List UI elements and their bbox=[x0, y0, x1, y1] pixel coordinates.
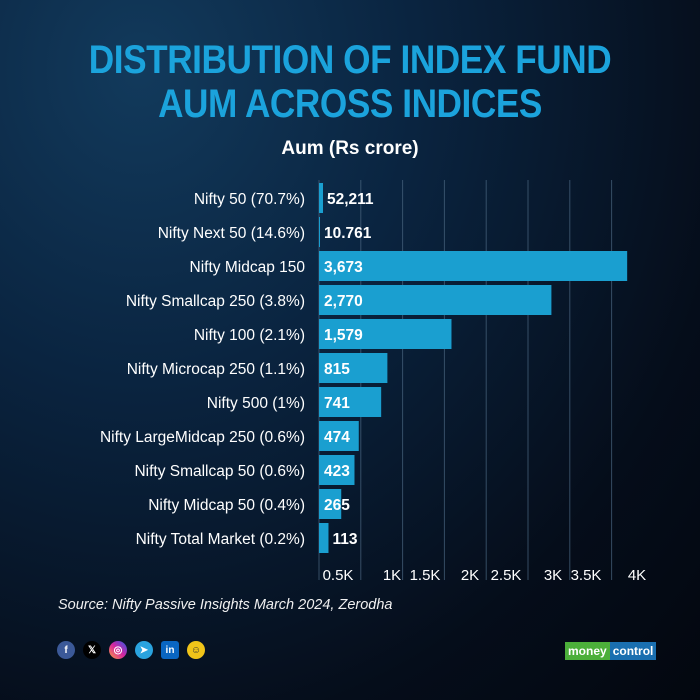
source-note: Source: Nifty Passive Insights March 202… bbox=[58, 597, 393, 613]
x-icon[interactable]: 𝕏 bbox=[83, 641, 101, 659]
x-tick-label: 0.5K bbox=[323, 567, 354, 584]
bar-chart: 0.5K 1K 1.5K 2K 2.5K 3K 3.5K 4K Nifty 50 (70.7%)… bbox=[100, 180, 646, 584]
value-label: 1,579 bbox=[324, 327, 363, 344]
category-label: Nifty Midcap 50 (0.4%) bbox=[148, 497, 305, 514]
chart-subtitle: Aum (Rs crore) bbox=[281, 138, 419, 159]
bar bbox=[319, 353, 388, 383]
category-label: Nifty Next 50 (14.6%) bbox=[158, 225, 305, 242]
logo-part-2: control bbox=[609, 642, 657, 660]
category-label: Nifty 100 (2.1%) bbox=[194, 327, 305, 344]
value-label: 265 bbox=[324, 497, 350, 514]
logo-part-1: money bbox=[565, 642, 610, 660]
x-tick-label: 2.5K bbox=[491, 567, 522, 584]
bar bbox=[319, 319, 452, 349]
x-tick-label: 1K bbox=[383, 567, 401, 584]
bar bbox=[319, 285, 552, 315]
value-label: 741 bbox=[324, 395, 350, 412]
bar bbox=[319, 183, 323, 213]
value-label: 474 bbox=[324, 429, 350, 446]
bar bbox=[319, 455, 355, 485]
value-label: 815 bbox=[324, 361, 350, 378]
title-line-1: DISTRIBUTION OF INDEX FUND bbox=[88, 38, 612, 82]
category-label: Nifty Total Market (0.2%) bbox=[136, 531, 305, 548]
facebook-icon[interactable]: f bbox=[57, 641, 75, 659]
x-tick-label: 3K bbox=[544, 567, 562, 584]
category-label: Nifty Smallcap 50 (0.6%) bbox=[134, 463, 305, 480]
x-tick-label: 2K bbox=[461, 567, 479, 584]
x-tick-label: 3.5K bbox=[571, 567, 602, 584]
title-line-2: AUM ACROSS INDICES bbox=[158, 82, 542, 126]
bar bbox=[319, 523, 329, 553]
x-tick-label: 1.5K bbox=[410, 567, 441, 584]
bar bbox=[319, 217, 320, 247]
value-label: 2,770 bbox=[324, 293, 363, 310]
x-tick-label: 4K bbox=[628, 567, 646, 584]
category-label: Nifty Smallcap 250 (3.8%) bbox=[126, 293, 305, 310]
linkedin-icon[interactable]: in bbox=[161, 641, 179, 659]
value-label: 3,673 bbox=[324, 259, 363, 276]
bar bbox=[319, 489, 342, 519]
koo-icon[interactable]: ☺ bbox=[187, 641, 205, 659]
value-label: 10.761 bbox=[324, 225, 372, 242]
bar bbox=[319, 421, 359, 451]
category-label: Nifty 500 (1%) bbox=[207, 395, 305, 412]
category-label: Nifty 50 (70.7%) bbox=[194, 191, 305, 208]
moneycontrol-logo: money control bbox=[565, 642, 657, 660]
category-label: Nifty Midcap 150 bbox=[190, 259, 306, 276]
telegram-icon[interactable]: ➤ bbox=[135, 641, 153, 659]
bar bbox=[319, 251, 628, 281]
bar bbox=[319, 387, 382, 417]
chart-title: DISTRIBUTION OF INDEX FUND AUM ACROSS IN… bbox=[42, 38, 658, 126]
category-label: Nifty Microcap 250 (1.1%) bbox=[127, 361, 305, 378]
value-label: 113 bbox=[332, 531, 357, 548]
value-label: 52,211 bbox=[327, 191, 374, 208]
social-icons: f 𝕏 ◎ ➤ in ☺ bbox=[57, 641, 205, 659]
instagram-icon[interactable]: ◎ bbox=[109, 641, 127, 659]
category-label: Nifty LargeMidcap 250 (0.6%) bbox=[100, 429, 305, 446]
value-label: 423 bbox=[324, 463, 350, 480]
